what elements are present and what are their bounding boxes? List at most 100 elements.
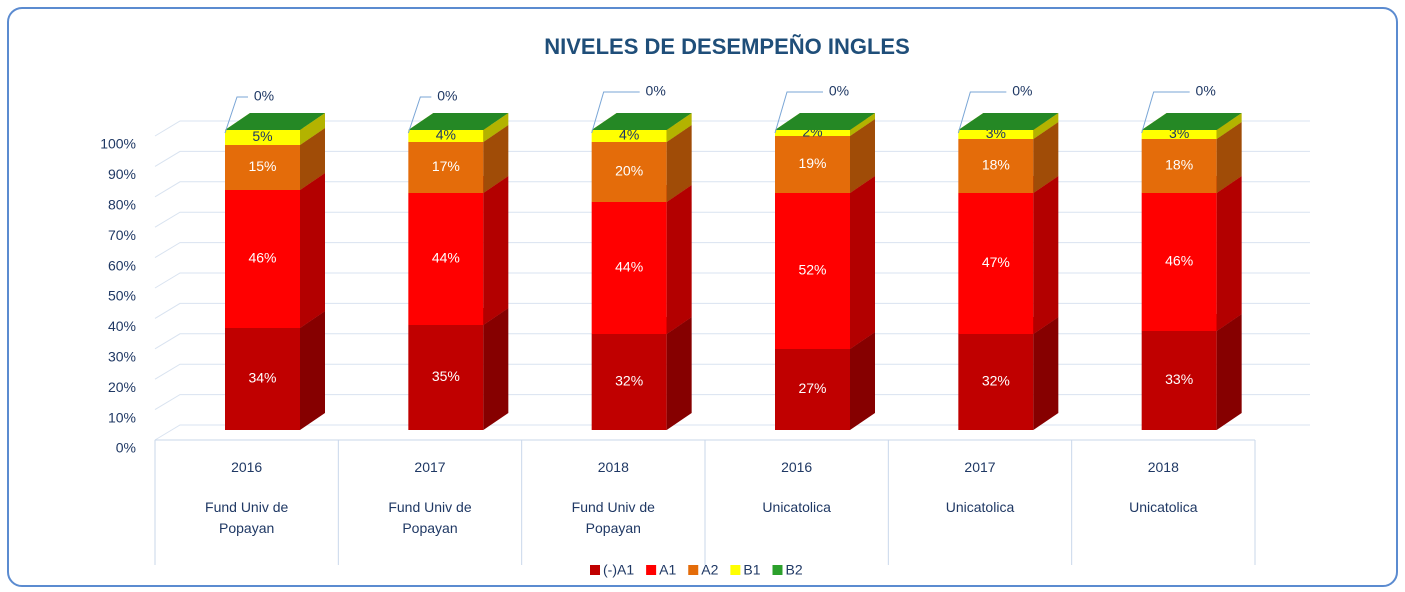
bar-segment [408,130,484,142]
grid-line [154,272,1310,289]
data-label: 35% [432,368,460,384]
leader-line [591,91,640,134]
data-label: 34% [248,370,276,386]
bar-top [958,113,1059,130]
bar-side [1216,122,1242,193]
bar-segment [958,130,1034,139]
bar-side [1216,113,1242,139]
legend-label: (-)A1 [603,562,634,578]
data-label: 0% [254,88,274,104]
y-tick-label: 70% [108,227,136,243]
bar-side [1033,176,1059,334]
data-label: 0% [1012,83,1032,99]
leader-line [407,96,432,134]
x-tick-label: 2018 [597,459,629,475]
data-label: 4% [619,127,639,143]
bar-side [666,185,692,334]
data-label: 46% [1165,253,1193,269]
bar-side [850,176,875,349]
bar-side [1033,122,1059,193]
data-label: 0% [829,83,849,99]
bar-segment [591,142,667,202]
bar-segment [775,130,850,136]
x-tick-label: 2017 [414,459,446,475]
bar-segment [958,334,1034,430]
x-group-label: Unicatolica [1129,499,1198,515]
chart-title: NIVELES DE DESEMPEÑO INGLES [544,34,910,59]
grid-line [154,424,1310,441]
data-label: 32% [615,373,643,389]
bar-side [850,119,875,193]
leader-line [957,91,1007,134]
x-group-label: Fund Univ de Popayan [205,499,289,536]
legend-label: A2 [701,562,718,578]
data-label: 52% [798,262,826,278]
data-label: 5% [252,128,272,144]
bar-side [850,113,875,136]
leader-line [224,96,248,134]
bar-side [483,125,509,193]
bar-segment [408,142,484,193]
data-label: 15% [248,158,276,174]
data-label: 4% [436,127,456,143]
grid-line [154,394,1310,411]
bar-segment [1141,193,1217,331]
y-tick-label: 90% [108,166,136,182]
bar-segment [1141,139,1217,193]
y-tick-label: 50% [108,288,136,304]
bar-segment [1141,130,1217,139]
legend-swatch [646,565,657,575]
bar-side [300,173,325,328]
bar-segment [958,193,1034,334]
legend-swatch [688,565,699,575]
y-tick-label: 100% [100,136,136,152]
legend-swatch [772,565,783,575]
bar-top [591,113,692,130]
leader-line [1141,91,1190,134]
bar-side [666,317,692,430]
bar-segment [591,334,667,430]
bar-side [300,128,325,190]
data-label: 19% [798,155,826,171]
bar-segment [775,193,850,349]
bar-side [483,308,509,430]
y-tick-label: 80% [108,197,136,213]
legend-swatch [590,565,600,575]
y-tick-label: 40% [108,318,136,334]
y-tick-label: 10% [108,409,136,425]
data-label: 18% [982,157,1010,173]
bar-segment [958,139,1034,193]
x-group-label: Fund Univ de Popayan [388,499,472,536]
bar-side [483,176,509,325]
x-tick-label: 2018 [1147,459,1179,475]
bar-segment [225,130,300,145]
grid-line [154,242,1310,259]
x-tick-label: 2016 [781,459,813,475]
bar-top [775,113,875,130]
bar-segment [775,349,850,430]
x-tick-label: 2016 [231,459,263,475]
bar-top [408,113,509,130]
data-label: 32% [982,373,1010,389]
bar-segment [591,202,667,334]
legend-label: A1 [659,562,676,578]
bar-side [300,311,325,430]
bar-segment [225,328,300,430]
grid-line [154,120,1310,137]
data-label: 44% [615,259,643,275]
y-tick-label: 30% [108,349,136,365]
grid-line [154,150,1310,167]
grid-line [154,302,1310,319]
x-tick-label: 2017 [964,459,996,475]
x-group-label: Unicatolica [945,499,1015,515]
bar-segment [408,325,484,430]
x-group-label: Unicatolica [762,499,831,515]
legend-label: B1 [743,562,760,578]
bar-segment [225,145,300,190]
data-label: 0% [1196,83,1216,99]
data-label: 44% [432,250,460,266]
bar-side [666,125,692,202]
bar-segment [408,193,484,325]
